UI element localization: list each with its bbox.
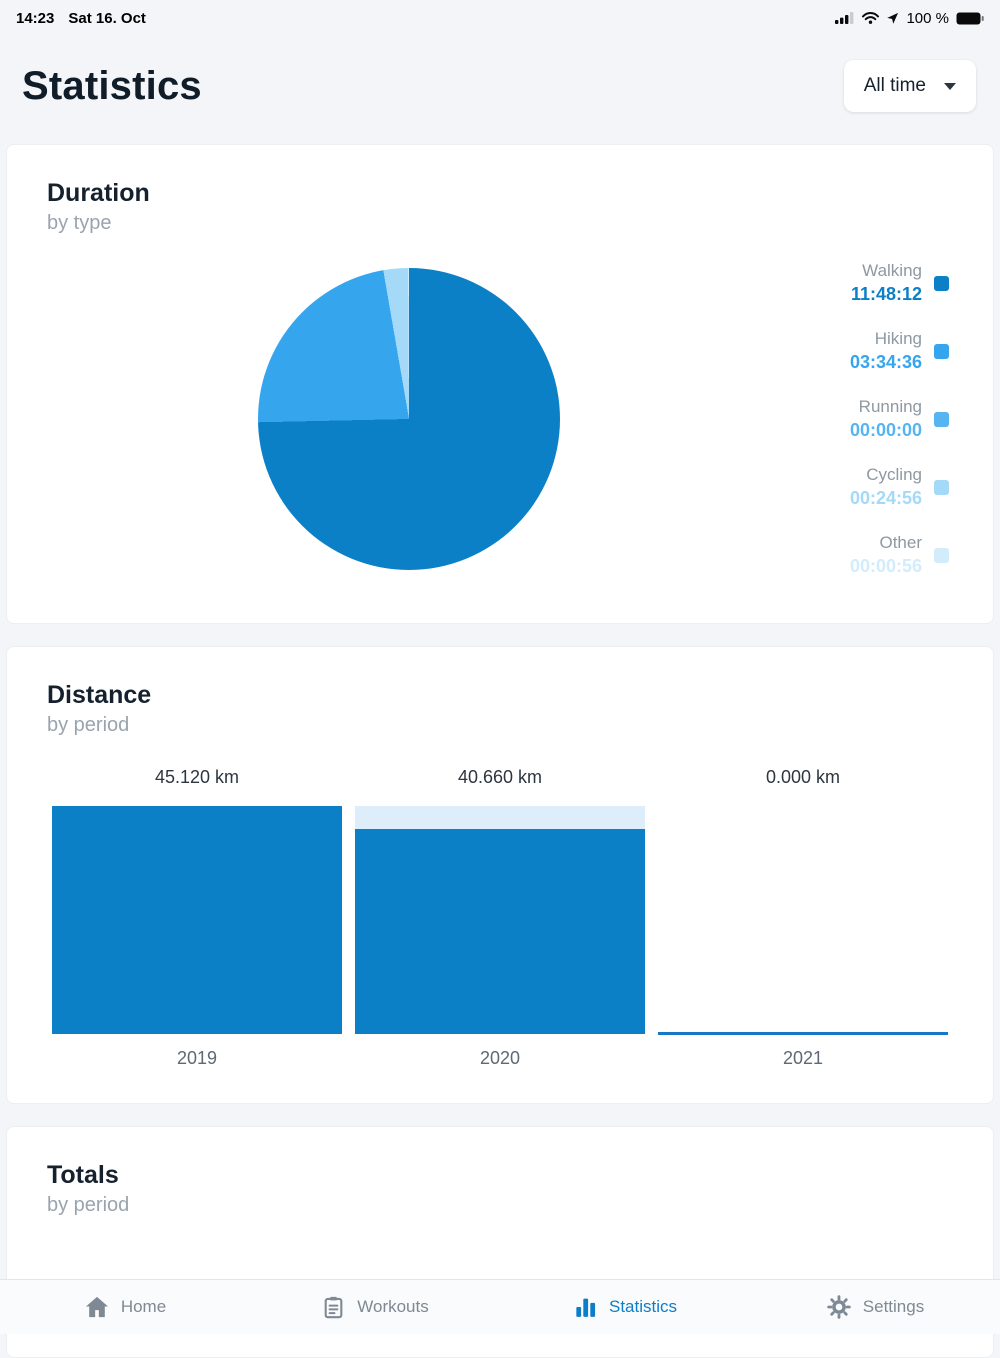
distance-card-header: Distance by period — [7, 647, 993, 737]
legend-value: 11:48:12 — [850, 284, 922, 304]
legend-item-hiking: Hiking 03:34:36 — [771, 329, 949, 373]
tab-item-workouts[interactable]: Workouts — [250, 1280, 500, 1334]
legend-swatch — [934, 479, 949, 495]
distance-card: Distance by period 45.120 km 2019 40.660 … — [6, 646, 994, 1104]
distance-card-title: Distance — [47, 681, 152, 709]
bar-fill — [52, 806, 342, 1034]
battery-percent: 100 % — [906, 9, 949, 27]
legend-text: Walking 11:48:12 — [851, 261, 922, 305]
bar — [658, 806, 948, 1035]
legend-value: 00:00:00 — [849, 420, 922, 440]
statistics-icon — [573, 1295, 598, 1320]
legend-label: Hiking — [874, 329, 922, 348]
legend-text: Hiking 03:34:36 — [850, 329, 922, 373]
bar-category-label: 2020 — [479, 1048, 521, 1068]
battery-icon — [956, 12, 984, 25]
legend-swatch — [934, 343, 949, 359]
settings-icon — [826, 1294, 852, 1320]
period-selector[interactable]: All time — [843, 60, 976, 112]
tab-label: Home — [120, 1297, 167, 1316]
status-bar-right: 100 % — [835, 10, 984, 27]
legend-text: Other 00:00:56 — [850, 533, 922, 577]
page-header: Statistics All time — [0, 32, 1000, 144]
legend-label: Running — [858, 397, 922, 416]
status-date: Sat 16. Oct — [68, 9, 146, 27]
bar-category-label: 2019 — [176, 1048, 218, 1068]
legend-item-walking: Walking 11:48:12 — [771, 261, 949, 305]
bar-value-label: 0.000 km — [765, 767, 841, 787]
pie-chart-wrapper — [47, 268, 771, 570]
home-icon — [84, 1294, 110, 1320]
legend-label: Cycling — [866, 465, 922, 484]
cellular-signal-icon — [835, 12, 855, 24]
tab-item-statistics[interactable]: Statistics — [500, 1280, 750, 1334]
totals-card-title: Totals — [47, 1161, 119, 1189]
status-bar: 14:23 Sat 16. Oct 100 % — [0, 0, 1000, 32]
legend-swatch — [934, 411, 949, 427]
bar — [355, 806, 645, 1034]
duration-legend: Walking 11:48:12 Hiking 03:34:36 Running… — [771, 261, 949, 577]
bar-column-2019: 45.120 km 2019 — [52, 767, 342, 1069]
bar-column-2020: 40.660 km 2020 — [355, 767, 645, 1069]
tab-label: Settings — [862, 1297, 925, 1316]
wifi-icon — [862, 12, 880, 24]
legend-value: 00:00:56 — [849, 556, 922, 576]
bar-category-label: 2021 — [782, 1048, 824, 1068]
page-title: Statistics — [22, 63, 202, 108]
legend-text: Cycling 00:24:56 — [850, 465, 922, 509]
totals-card-header: Totals by period — [7, 1127, 993, 1217]
legend-value: 00:24:56 — [849, 488, 922, 508]
tab-item-settings[interactable]: Settings — [750, 1280, 1000, 1334]
distance-card-body: 45.120 km 2019 40.660 km 2020 0.000 km 202… — [7, 737, 993, 1103]
location-arrow-icon — [886, 12, 899, 25]
legend-label: Walking — [862, 261, 922, 280]
duration-card: Duration by type Walking 11:48:12 Hiking… — [6, 144, 994, 624]
duration-card-subtitle: by type — [47, 212, 112, 234]
legend-item-cycling: Cycling 00:24:56 — [771, 465, 949, 509]
workouts-icon — [321, 1295, 346, 1320]
tab-label: Workouts — [357, 1297, 429, 1316]
period-selector-value: All time — [863, 75, 926, 96]
distance-bar-chart: 45.120 km 2019 40.660 km 2020 0.000 km 202… — [52, 767, 948, 1069]
bar-value-label: 40.660 km — [457, 767, 543, 787]
status-time: 14:23 — [16, 9, 55, 27]
bar-column-2021: 0.000 km 2021 — [658, 767, 948, 1069]
legend-value: 03:34:36 — [849, 352, 922, 372]
totals-card-subtitle: by period — [47, 1194, 130, 1216]
legend-text: Running 00:00:00 — [850, 397, 922, 441]
tab-label: Statistics — [608, 1297, 678, 1316]
bar — [52, 806, 342, 1034]
tab-item-home[interactable]: Home — [0, 1280, 250, 1334]
bar-value-label: 45.120 km — [154, 767, 240, 787]
distance-card-subtitle: by period — [47, 714, 130, 736]
legend-item-other: Other 00:00:56 — [771, 533, 949, 577]
duration-card-body: Walking 11:48:12 Hiking 03:34:36 Running… — [7, 235, 993, 623]
duration-pie-chart — [258, 268, 560, 570]
duration-card-header: Duration by type — [7, 145, 993, 235]
legend-item-running: Running 00:00:00 — [771, 397, 949, 441]
legend-swatch — [934, 275, 949, 291]
duration-card-title: Duration — [47, 179, 150, 207]
legend-swatch — [934, 547, 949, 563]
status-bar-left: 14:23 Sat 16. Oct — [16, 10, 146, 27]
chevron-down-icon — [944, 82, 956, 90]
bar-fill — [355, 828, 645, 1034]
zero-value-line — [658, 1032, 948, 1035]
tab-bar: Home Workouts Statistics Settings — [0, 1279, 1000, 1334]
legend-label: Other — [879, 533, 922, 552]
